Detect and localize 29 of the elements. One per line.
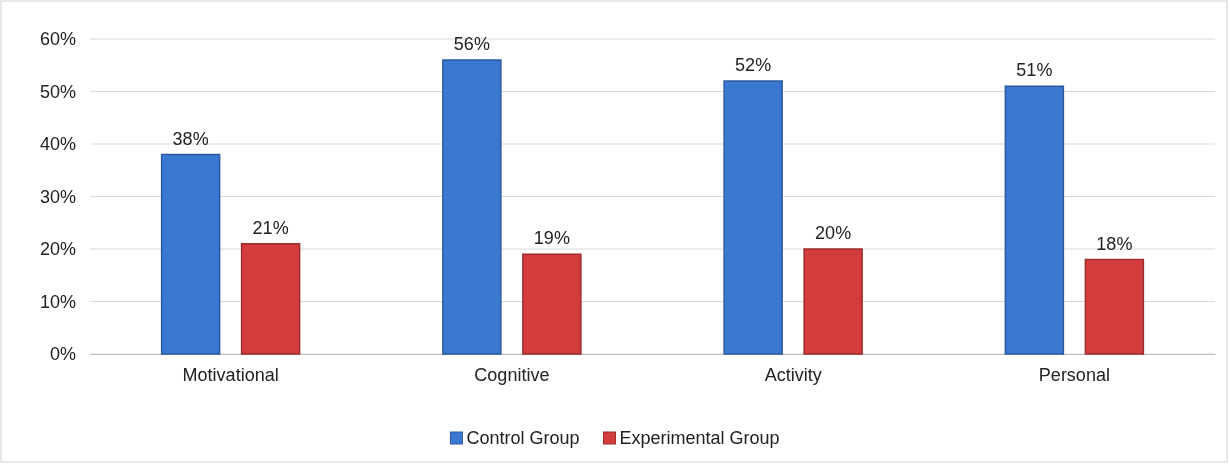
text: 51% [1016, 60, 1053, 81]
y-tick-label: 0% [49, 344, 76, 365]
text: 20% [815, 223, 852, 243]
y-tick-label: 20% [39, 239, 76, 260]
bar [522, 253, 582, 355]
x-tick-label: Personal [1038, 364, 1110, 385]
x-tick-label: Cognitive [474, 364, 550, 385]
text: 19% [533, 228, 570, 249]
bar [723, 80, 783, 355]
x-tick-label: Motivational [182, 364, 279, 385]
bar [240, 243, 301, 355]
bar [1084, 258, 1145, 355]
legend-label: Control Group [466, 428, 580, 448]
bar [803, 248, 863, 355]
y-tick-label: 40% [39, 134, 76, 155]
text: 21% [252, 217, 289, 238]
text: 52% [735, 55, 772, 75]
legend-label: Experimental Group [619, 428, 780, 448]
x-tick-label: Activity [764, 364, 822, 385]
text: 38% [172, 128, 209, 149]
y-tick-label: 10% [39, 291, 76, 312]
bar [442, 59, 502, 355]
y-tick-label: 60% [39, 29, 76, 50]
y-tick-label: 50% [39, 81, 76, 102]
bar [1004, 85, 1065, 355]
y-tick-label: 30% [39, 186, 76, 207]
text: 56% [453, 34, 490, 54]
text: 18% [1096, 233, 1133, 254]
bar [160, 153, 221, 355]
